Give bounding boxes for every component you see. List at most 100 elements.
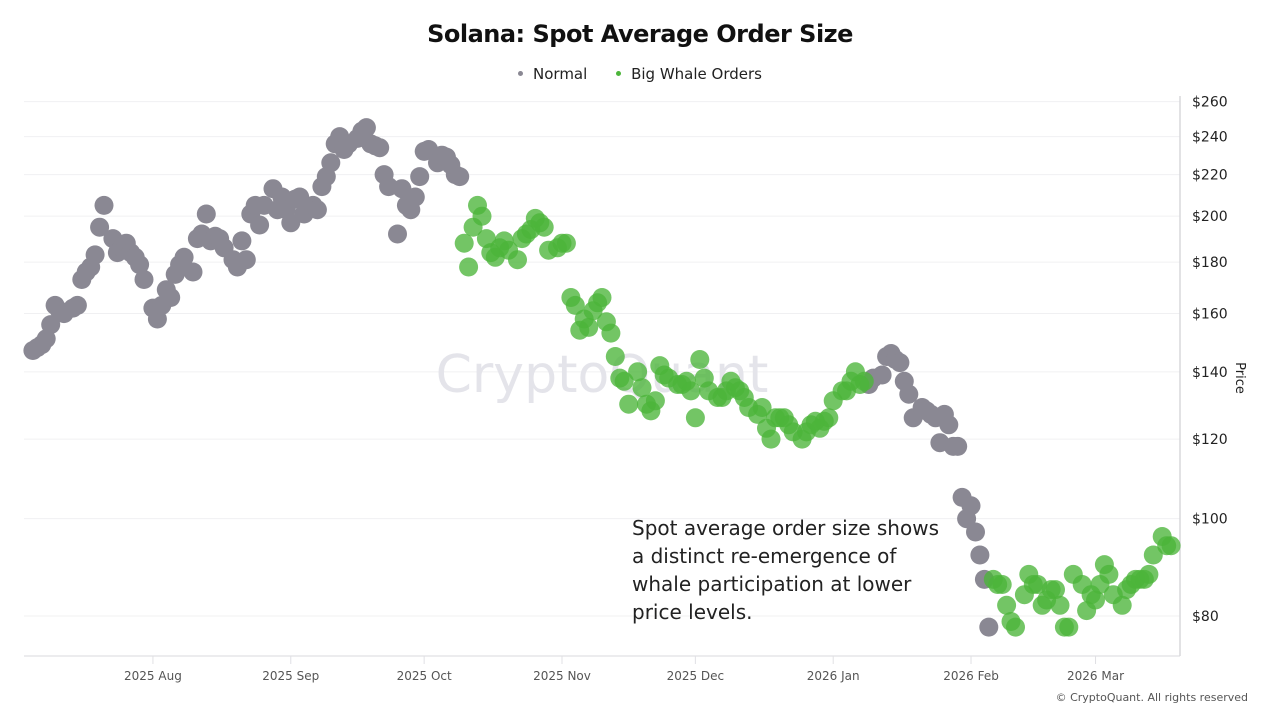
point-whale [601,323,621,343]
legend-label-whale: Big Whale Orders [631,64,762,83]
legend-item-normal[interactable]: Normal [518,65,587,83]
legend-item-whale[interactable]: Big Whale Orders [616,65,762,83]
point-normal [970,545,990,565]
point-normal [405,187,425,207]
point-whale [761,429,781,449]
point-whale [619,394,639,414]
x-tick-label: 2025 Nov [533,669,591,683]
point-whale [605,347,625,366]
point-normal [250,215,270,235]
point-whale [1006,617,1025,637]
legend: Normal Big Whale Orders [0,62,1280,83]
point-normal [90,217,110,237]
point-normal [890,353,910,373]
point-whale [854,371,874,391]
point-whale [534,217,554,237]
legend-marker-normal [518,71,524,76]
y-tick-label: $160 [1192,307,1228,323]
point-whale [632,378,652,398]
x-tick-label: 2025 Sep [262,669,319,683]
point-normal [183,262,203,282]
y-tick-label: $240 [1192,130,1228,146]
point-normal [321,153,341,173]
y-tick-label: $260 [1192,95,1228,111]
point-normal [410,167,430,187]
point-normal [388,224,407,244]
x-tick-label: 2026 Feb [943,669,999,683]
x-tick-label: 2026 Jan [807,669,860,683]
point-whale [628,362,648,382]
point-whale [614,371,634,391]
y-tick-label: $220 [1192,168,1228,184]
y-tick-label: $200 [1192,209,1228,225]
point-whale [819,408,839,428]
point-whale [1143,545,1163,565]
x-tick-label: 2025 Dec [667,669,725,683]
point-whale [1086,590,1105,610]
point-whale [752,398,772,417]
point-whale [508,250,527,270]
gridlines [24,101,1180,617]
y-axis-label: Price [1232,362,1247,394]
point-whale [681,381,701,401]
point-whale [997,595,1017,615]
point-whale [1161,536,1181,556]
point-normal [85,245,105,265]
point-normal [134,270,154,289]
y-tick-label: $80 [1192,609,1219,625]
point-normal [161,288,181,307]
point-normal [307,200,327,220]
point-normal [41,315,61,335]
data-points [23,118,1181,637]
point-whale [1059,617,1079,637]
point-whale [685,408,705,428]
point-normal [232,231,252,251]
point-whale [472,206,492,226]
point-normal [979,617,999,637]
axes: $80 $100 $120 $140 $160 $180 $200 $220 $240 $260 2… [24,95,1228,683]
point-normal [67,295,87,315]
legend-label-normal: Normal [533,64,588,83]
point-whale [1112,595,1132,615]
point-whale [645,391,665,411]
point-normal [948,436,968,456]
series-big-whale-orders [454,195,1181,637]
legend-marker-whale [616,71,622,76]
point-whale [992,575,1012,594]
point-whale [556,233,576,253]
y-tick-label: $120 [1192,432,1228,448]
annotation: Spot average order size shows a distinct… [632,516,939,624]
y-tick-label: $140 [1192,365,1228,381]
point-whale [1139,564,1159,584]
point-whale [592,288,612,307]
point-whale [579,317,599,337]
point-whale [454,233,474,253]
point-normal [961,496,981,516]
point-whale [459,257,479,277]
point-whale [1050,595,1070,615]
point-normal [356,118,376,138]
point-normal [939,415,959,435]
point-normal [872,365,892,385]
copyright: © CryptoQuant. All rights reserved [1055,691,1248,704]
x-tick-label: 2026 Mar [1067,669,1124,683]
point-whale [1046,580,1065,600]
point-normal [236,250,256,270]
point-whale [1099,564,1119,584]
point-normal [196,204,216,224]
x-tick-label: 2025 Oct [397,669,452,683]
point-whale [565,295,585,315]
point-normal [174,247,194,267]
point-normal [130,255,150,275]
chart-title: Solana: Spot Average Order Size [427,20,853,48]
x-tick-label: 2025 Aug [124,669,182,683]
point-normal [370,138,390,158]
point-normal [94,195,114,215]
y-tick-label: $180 [1192,255,1228,271]
y-tick-label: $100 [1192,512,1228,528]
point-whale [690,350,710,369]
point-normal [966,522,985,542]
series-normal [23,118,999,637]
point-normal [899,384,919,404]
